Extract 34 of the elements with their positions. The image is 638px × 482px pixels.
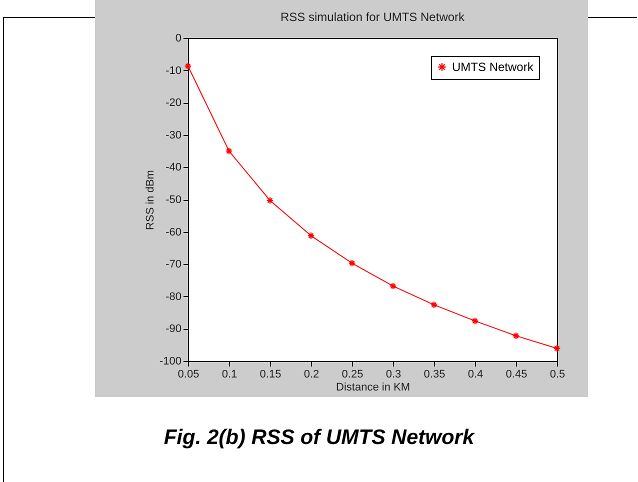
y-axis-title: RSS in dBm	[144, 170, 156, 230]
y-tick-label: -10	[166, 64, 182, 77]
point	[389, 282, 397, 290]
x-tick-label: 0.3	[386, 368, 402, 380]
point	[307, 232, 315, 240]
x-tick-label: 0.2	[304, 368, 320, 380]
x-tick-label: 0.35	[424, 368, 446, 380]
legend-label: UMTS Network	[452, 60, 534, 74]
x-tick-label: 0.25	[342, 368, 364, 380]
x-tick-label: 0.45	[506, 368, 528, 380]
point	[266, 196, 274, 204]
point	[430, 301, 438, 309]
y-tick-label: -100	[159, 356, 182, 368]
x-tick-label: 0.05	[178, 368, 200, 380]
point	[471, 317, 479, 325]
x-tick-label: 0.5	[550, 368, 566, 380]
chart-title: RSS simulation for UMTS Network	[280, 10, 466, 24]
y-tick-label: -80	[166, 290, 182, 303]
y-tick-label: -90	[166, 323, 182, 336]
point	[225, 147, 233, 155]
y-tick-label: -70	[166, 258, 182, 271]
x-axis-title: Distance in KM	[336, 382, 410, 394]
x-tick-label: 0.1	[222, 368, 238, 380]
point	[512, 332, 520, 340]
y-tick-label: -60	[166, 226, 182, 238]
y-tick-label: -20	[166, 97, 182, 110]
x-tick-label: 0.4	[468, 368, 484, 380]
x-tick-label: 0.15	[260, 368, 282, 380]
y-tick-label: -30	[166, 129, 182, 142]
caption: Fig. 2(b) RSS of UMTS Network	[162, 426, 476, 450]
y-tick-label: 0	[175, 32, 182, 44]
point	[348, 259, 356, 267]
y-tick-label: -40	[166, 162, 182, 174]
y-tick-label: -50	[166, 194, 182, 206]
